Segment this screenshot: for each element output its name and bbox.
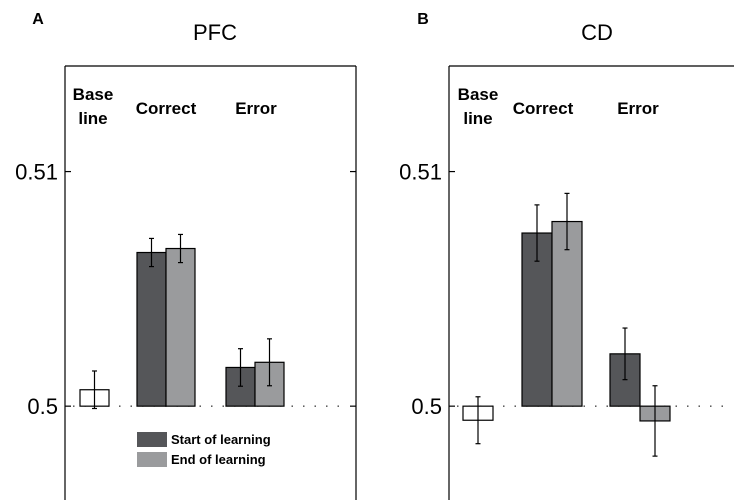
category-label: Correct — [513, 99, 574, 118]
panel-letter: A — [32, 11, 44, 28]
legend-label-start: Start of learning — [171, 432, 271, 447]
bar-start-correct — [521, 232, 553, 407]
category-label: Error — [617, 99, 659, 118]
category-label-line: Error — [617, 99, 659, 118]
bar-end-correct — [551, 220, 583, 407]
panel-a: A PFC 0.5 0.51 Base line Correct Error — [15, 11, 357, 500]
y-tick-label: 0.51 — [399, 160, 442, 185]
bar-end-correct — [165, 247, 196, 407]
category-label: Correct — [136, 99, 197, 118]
panel-letter: B — [417, 11, 429, 28]
y-tick-label: 0.5 — [27, 394, 58, 419]
category-label-line: Base — [458, 85, 499, 104]
panel-b: B CD 0.5 0.51 Base line Correct Error — [399, 11, 734, 500]
legend-swatch-start — [137, 432, 167, 447]
legend: Start of learning End of learning — [137, 432, 271, 467]
panel-title: PFC — [193, 20, 237, 45]
legend-label-end: End of learning — [171, 452, 266, 467]
category-label-line: Correct — [136, 99, 197, 118]
category-label: Base line — [73, 85, 114, 128]
category-label-line: line — [78, 109, 107, 128]
legend-swatch-end — [137, 452, 167, 467]
category-label: Base line — [458, 85, 499, 128]
category-label-line: Correct — [513, 99, 574, 118]
bar-start-correct — [136, 251, 167, 407]
category-label-line: Error — [235, 99, 277, 118]
category-label: Error — [235, 99, 277, 118]
category-label-line: line — [463, 109, 492, 128]
panel-title: CD — [581, 20, 613, 45]
category-label-line: Base — [73, 85, 114, 104]
y-tick-label: 0.51 — [15, 160, 58, 185]
y-tick-label: 0.5 — [411, 394, 442, 419]
